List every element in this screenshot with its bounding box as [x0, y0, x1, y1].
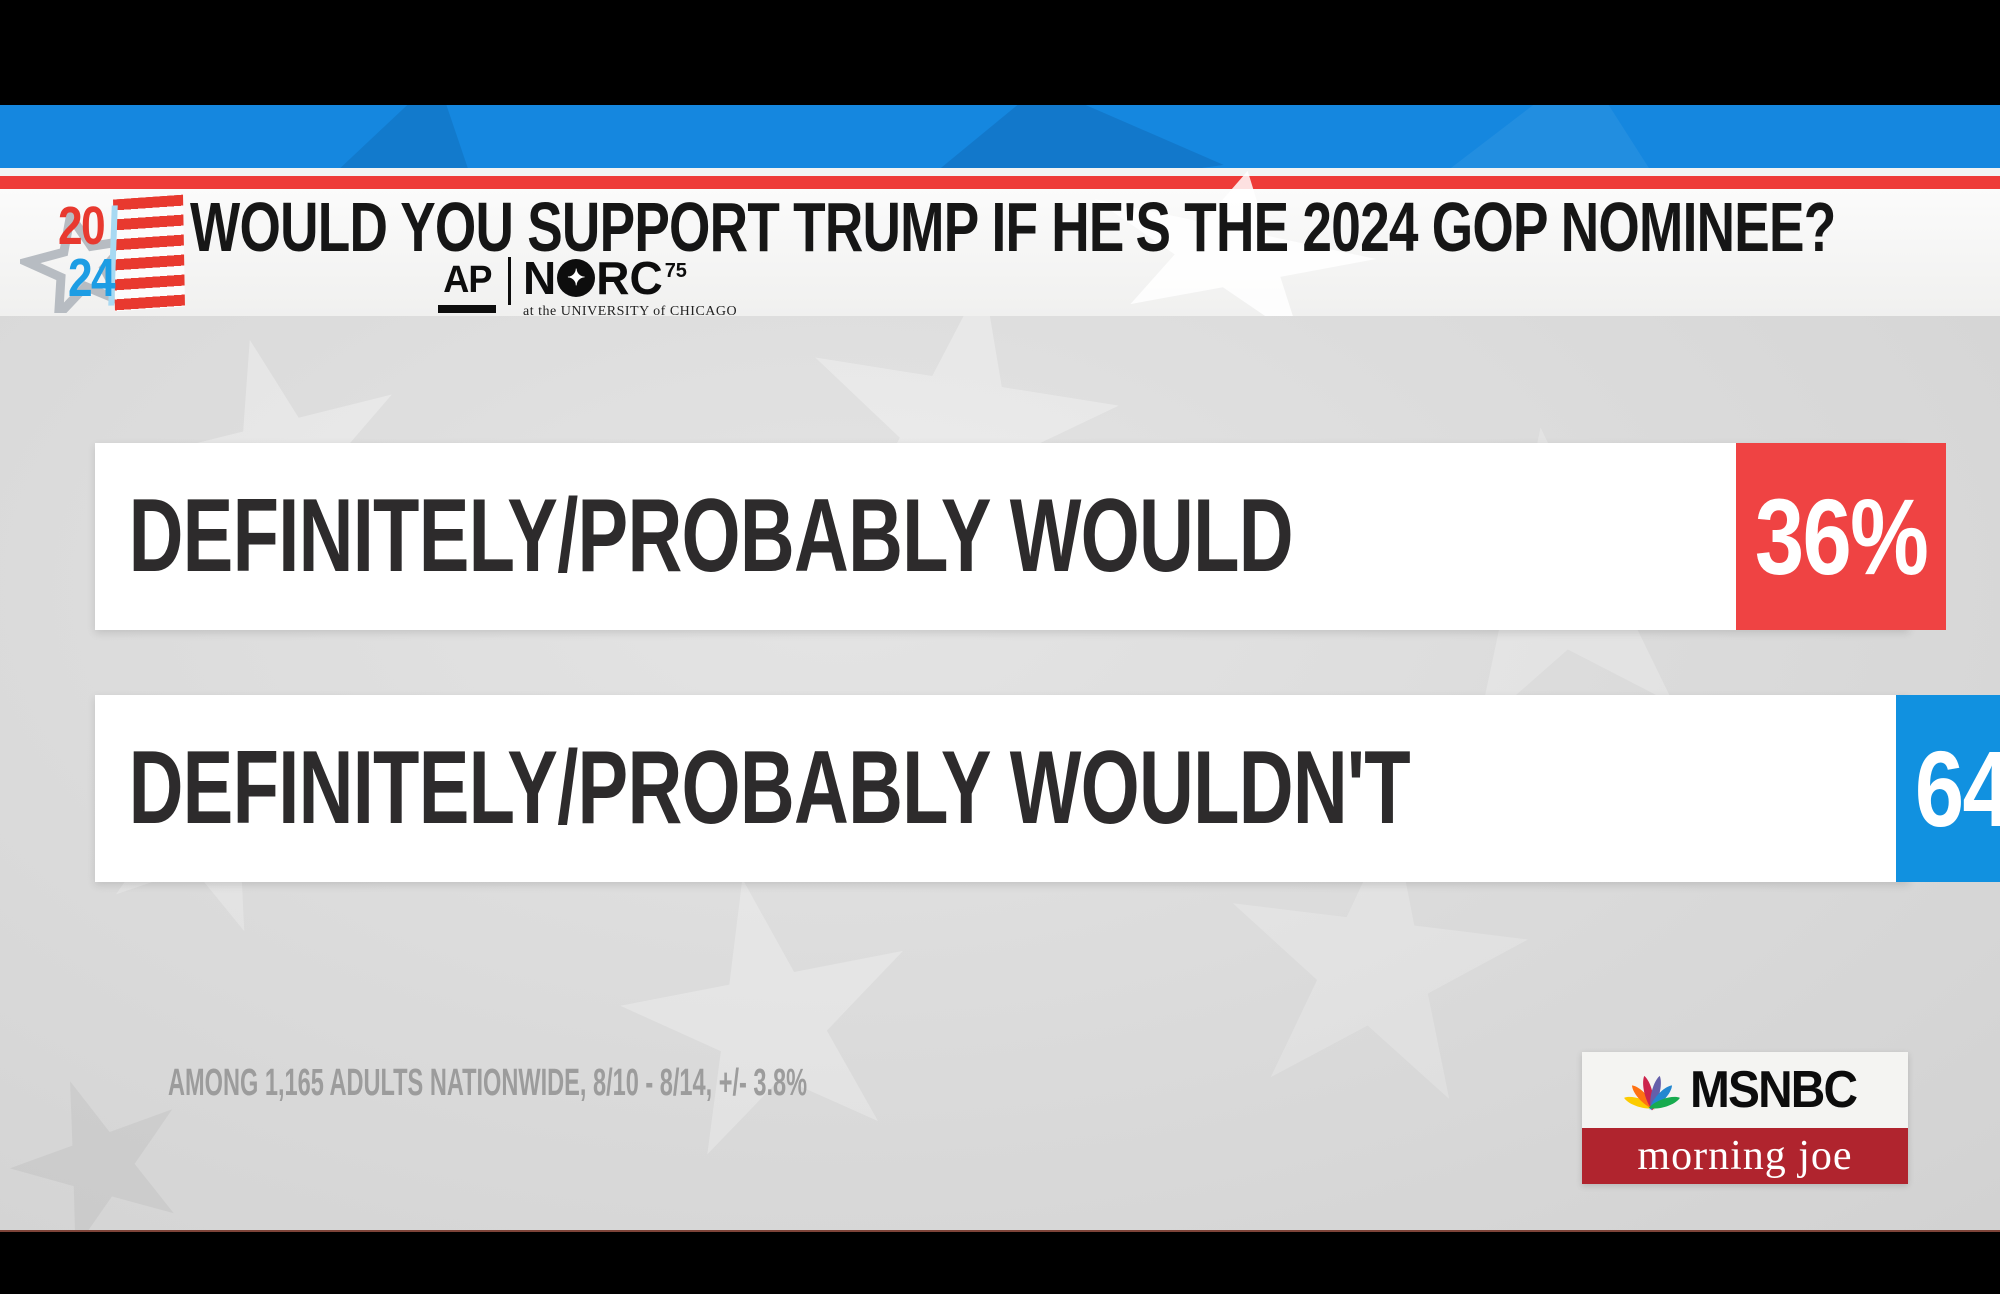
page-title: WOULD YOU SUPPORT TRUMP IF HE'S THE 2024…	[190, 188, 1836, 266]
top-blue-banner	[0, 105, 2000, 168]
norc-globe-icon: ✦	[557, 259, 596, 297]
poll-option-label: DEFINITELY/PROBABLY WOULDN'T	[128, 730, 1411, 846]
norc-n: N	[523, 252, 557, 304]
banner-red-stripe	[0, 176, 2000, 189]
header-band: 20 24 WOULD YOU SUPPORT TRUMP IF HE'S TH…	[0, 189, 2000, 316]
logo-2024-top: 20	[58, 196, 106, 256]
nbc-peacock-icon	[1623, 1075, 1680, 1111]
poll-value: 36%	[1754, 476, 1929, 597]
letterbox-bottom	[0, 1230, 2000, 1294]
banner-star-texture	[258, 105, 583, 168]
poll-option-label: DEFINITELY/PROBABLY WOULD	[128, 478, 1294, 594]
norc-logo: N ✦ RC 75 at the UNIVERSITY of CHICAGO	[523, 255, 737, 320]
banner-star-texture	[1349, 105, 1790, 168]
poll-row-would: DEFINITELY/PROBABLY WOULD 36%	[95, 443, 1947, 630]
methodology-note: AMONG 1,165 ADULTS NATIONWIDE, 8/10 - 8/…	[168, 1062, 808, 1104]
election-2024-logo: 20 24	[20, 194, 192, 313]
norc-rc: RC	[596, 252, 663, 304]
poll-value: 64%	[1915, 728, 2000, 849]
flag-stripes-icon	[113, 194, 185, 312]
chart-area: DEFINITELY/PROBABLY WOULD 36% DEFINITELY…	[0, 316, 2000, 1230]
msnbc-wordmark: MSNBC	[1689, 1061, 1858, 1119]
ap-logo: AP	[438, 259, 496, 313]
morning-joe-wordmark: morning joe	[1637, 1133, 1853, 1179]
logo-divider	[508, 257, 511, 305]
logo-2024-bottom: 24	[68, 248, 116, 308]
banner-star-texture	[873, 105, 1228, 168]
msnbc-morning-joe-bug: MSNBC morning joe	[1582, 1052, 1908, 1184]
banner-white-divider	[0, 168, 2000, 176]
poll-value-box-red: 36%	[1735, 443, 1947, 630]
ap-underline	[438, 305, 496, 313]
norc-tagline: at the UNIVERSITY of CHICAGO	[523, 304, 738, 319]
background-star	[595, 850, 945, 1192]
ap-norc-logo: AP N ✦ RC 75 at the UNIVERSITY of CHICAG…	[438, 255, 737, 320]
poll-value-box-blue: 64%	[1896, 695, 2000, 882]
norc-75-badge: 75	[664, 260, 687, 282]
poll-row-wouldnt: DEFINITELY/PROBABLY WOULDN'T 64%	[95, 695, 2000, 882]
